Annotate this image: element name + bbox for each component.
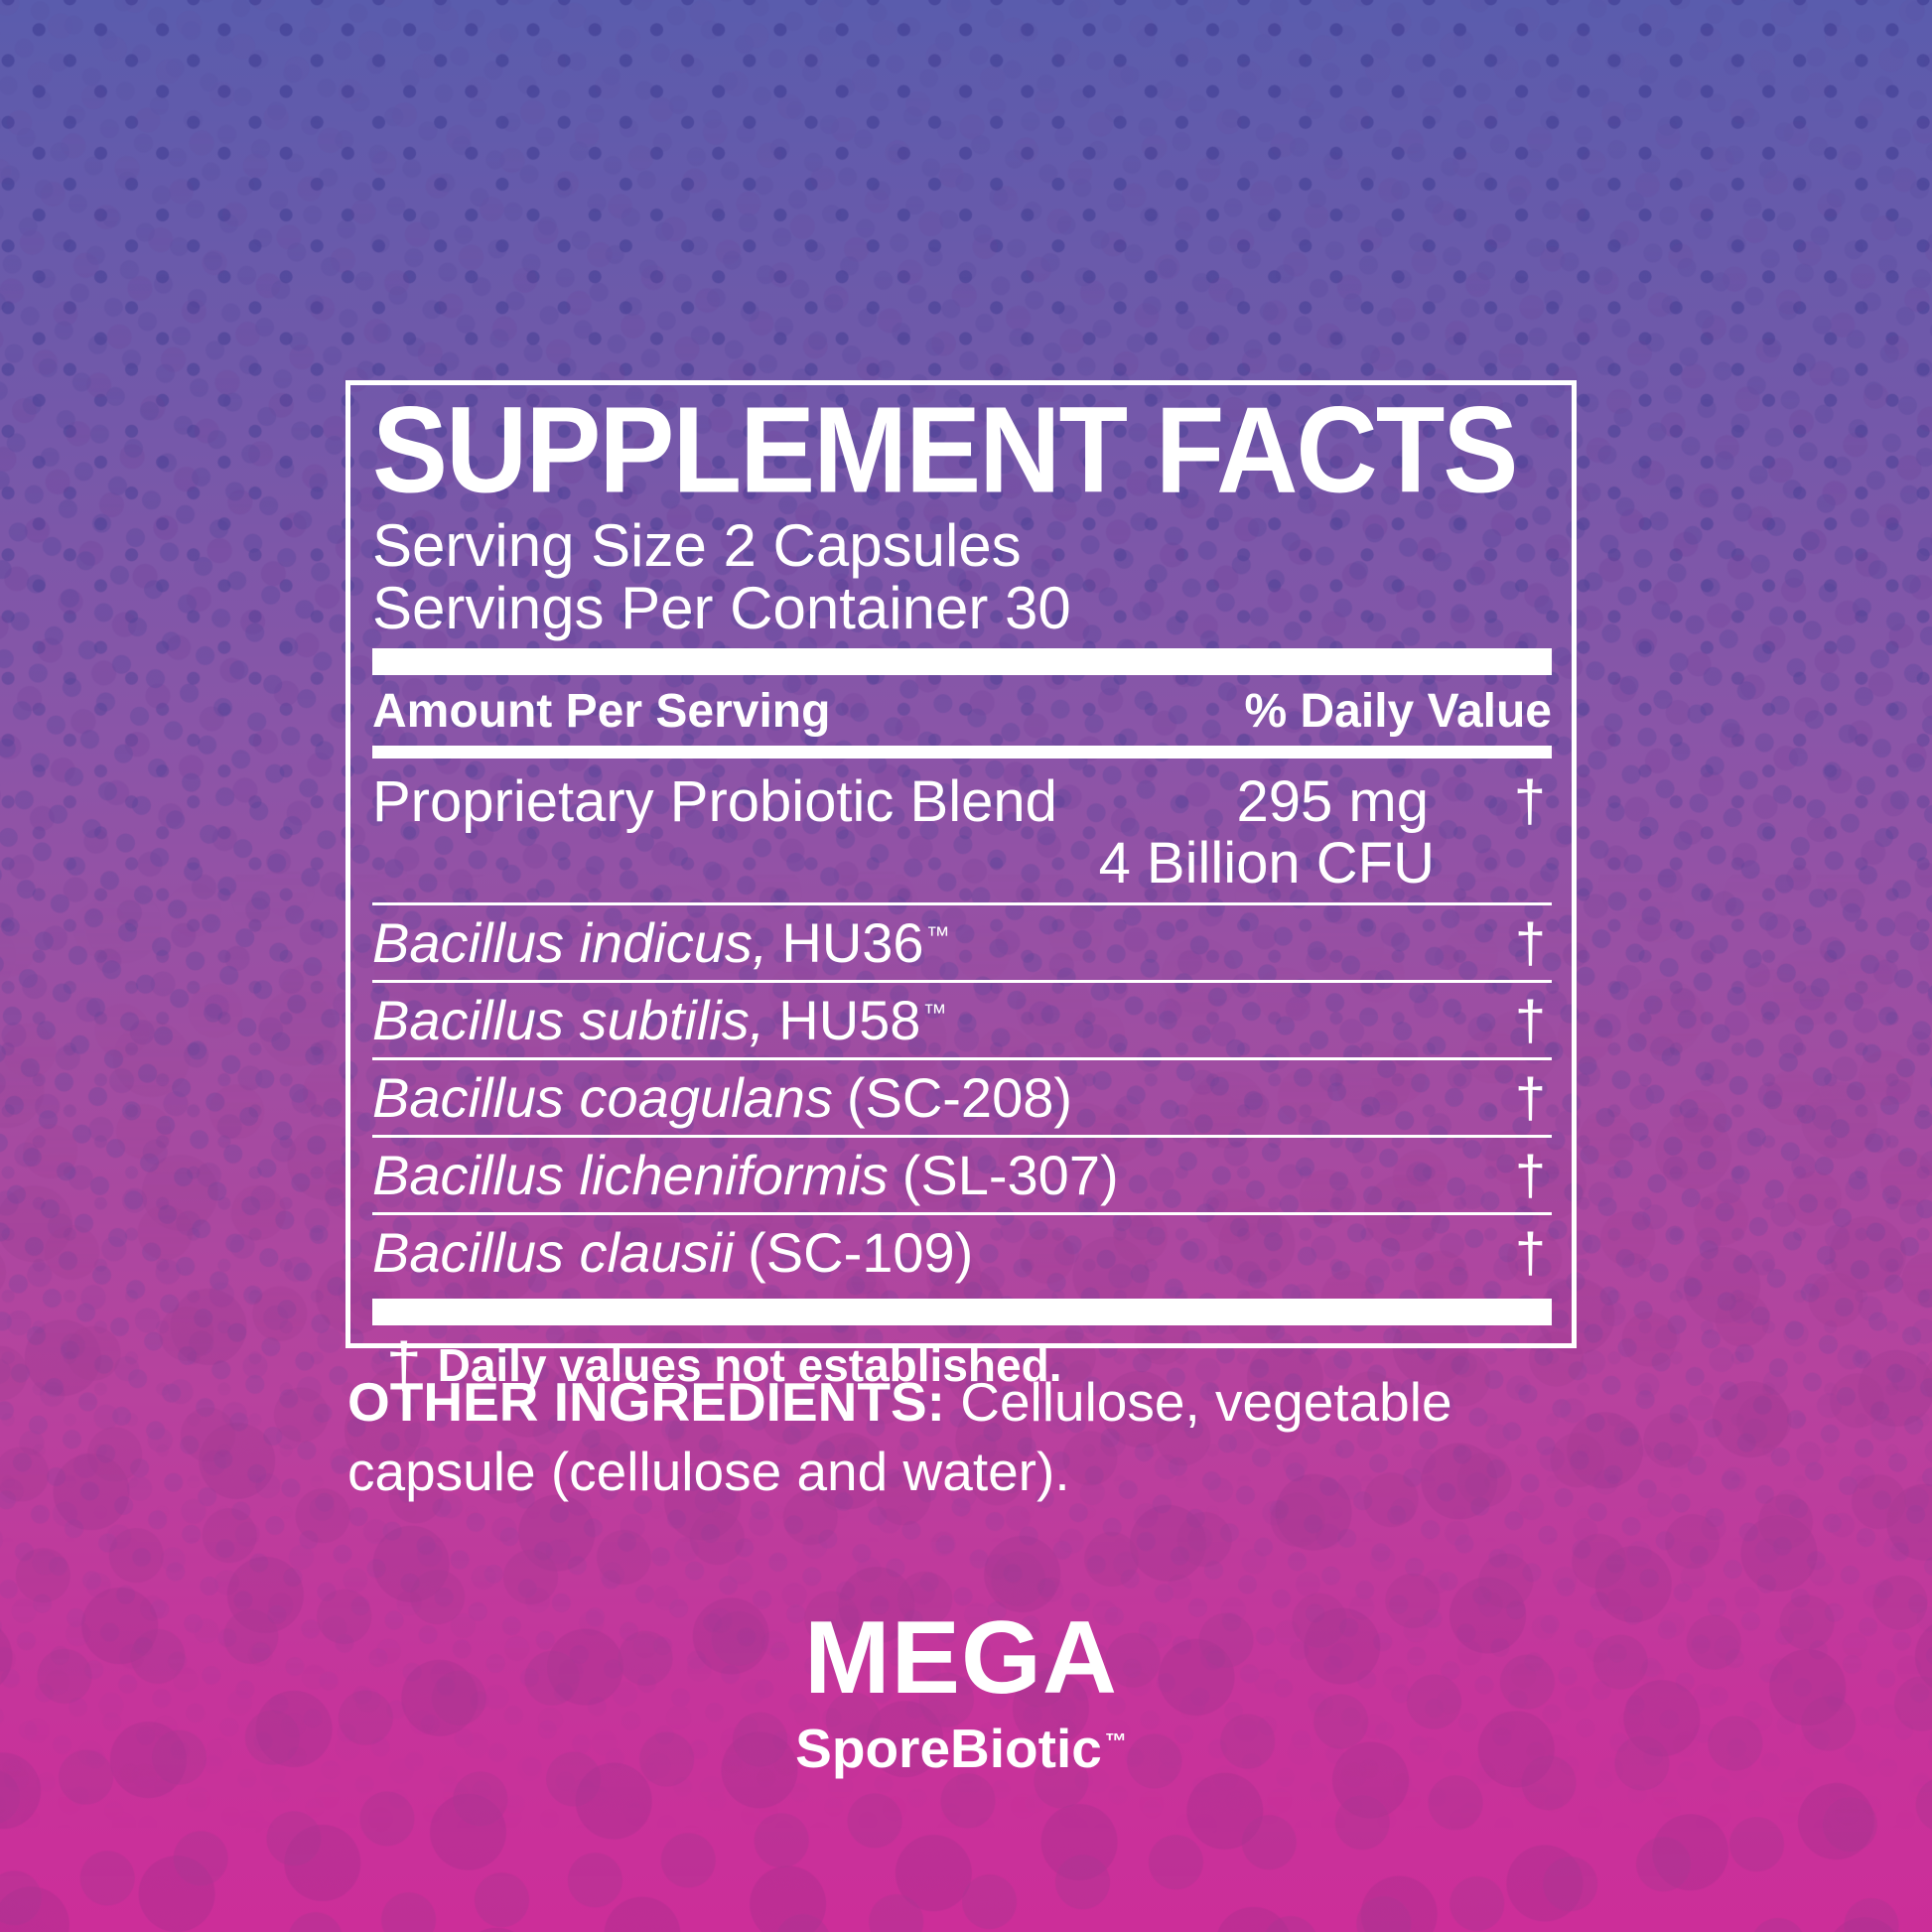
- strain-code: (SC-109): [748, 1221, 974, 1285]
- blend-row: Proprietary Probiotic Blend 295 mg †: [372, 759, 1552, 831]
- divider-thin: [372, 746, 1552, 759]
- blend-cfu-amount: 4 Billion CFU: [1098, 831, 1435, 897]
- divider-thick-bottom: [372, 1299, 1552, 1326]
- other-ingredients-label: OTHER INGREDIENTS:: [347, 1371, 945, 1433]
- dv-dagger: †: [1514, 911, 1546, 975]
- blend-dv-dagger: †: [1513, 769, 1546, 835]
- table-header-row: Amount Per Serving % Daily Value: [372, 675, 1552, 746]
- strain-code: (SC-208): [846, 1066, 1073, 1130]
- brand-name-mega: MEGA: [804, 1600, 1118, 1716]
- row-separator: [372, 902, 1552, 906]
- footnote-text: Daily values not established.: [437, 1339, 1062, 1392]
- ingredient-row-clausii: Bacillus clausii (SC-109) †: [372, 1215, 1552, 1290]
- dv-dagger: †: [1514, 1144, 1546, 1207]
- trademark-superscript: ™: [925, 921, 950, 949]
- brand-logo: MEGA SporeBiotic ™: [345, 1606, 1577, 1776]
- species-name: Bacillus clausii: [372, 1221, 735, 1285]
- dv-dagger: †: [1514, 989, 1546, 1052]
- column-header-daily-value: % Daily Value: [1244, 685, 1553, 739]
- other-ingredients-text: Cellulose, vegetable capsule (cellulose …: [347, 1371, 1452, 1502]
- column-header-amount: Amount Per Serving: [372, 685, 831, 739]
- species-name: Bacillus indicus,: [372, 911, 768, 975]
- brand-trademark: ™: [1104, 1727, 1127, 1753]
- dv-dagger: †: [1514, 1221, 1546, 1285]
- footnote-dagger: †: [386, 1329, 422, 1402]
- ingredient-row-licheniformis: Bacillus licheniformis (SL-307) †: [372, 1138, 1552, 1212]
- blend-name: Proprietary Probiotic Blend: [372, 769, 1057, 835]
- row-separator: [372, 1212, 1552, 1216]
- species-name: Bacillus subtilis,: [372, 989, 765, 1052]
- panel-title: SUPPLEMENT FACTS: [372, 382, 1518, 519]
- species-name: Bacillus coagulans: [372, 1066, 833, 1130]
- row-separator: [372, 980, 1552, 984]
- species-name: Bacillus licheniformis: [372, 1144, 889, 1207]
- strain-code: (SL-307): [901, 1144, 1119, 1207]
- other-ingredients: OTHER INGREDIENTS: Cellulose, vegetable …: [347, 1368, 1638, 1507]
- row-separator: [372, 1135, 1552, 1139]
- footnote: † Daily values not established.: [372, 1325, 1552, 1397]
- trademark-superscript: ™: [922, 999, 947, 1027]
- ingredient-row-indicus: Bacillus indicus, HU36™ †: [372, 905, 1552, 980]
- servings-per-container: Servings Per Container 30: [372, 575, 1071, 642]
- strain-code: HU58: [778, 989, 921, 1052]
- serving-size: Serving Size 2 Capsules: [372, 512, 1022, 580]
- strain-code: HU36: [781, 911, 924, 975]
- dv-dagger: †: [1514, 1066, 1546, 1130]
- blend-amount: 295 mg: [1236, 769, 1429, 835]
- row-separator: [372, 1057, 1552, 1061]
- ingredient-row-coagulans: Bacillus coagulans (SC-208) †: [372, 1060, 1552, 1135]
- brand-name-sporebiotic: SporeBiotic ™: [795, 1718, 1127, 1779]
- ingredient-row-subtilis: Bacillus subtilis, HU58™ †: [372, 983, 1552, 1057]
- supplement-facts-panel: SUPPLEMENT FACTS Serving Size 2 Capsules…: [345, 380, 1577, 1397]
- divider-thick-top: [372, 648, 1552, 676]
